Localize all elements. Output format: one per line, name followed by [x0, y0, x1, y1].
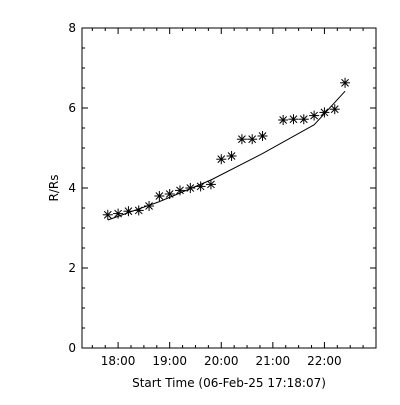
asterisk-stroke — [341, 78, 349, 87]
data-point — [288, 114, 299, 125]
asterisk-stroke — [155, 192, 164, 200]
data-point — [216, 154, 227, 165]
asterisk-stroke — [299, 115, 308, 124]
series-layer — [102, 77, 351, 221]
data-point — [236, 134, 247, 145]
fit-line — [107, 90, 346, 221]
data-point — [102, 209, 113, 220]
data-point — [113, 208, 124, 219]
data-point — [309, 110, 320, 121]
data-point — [133, 205, 144, 216]
asterisk-stroke — [114, 209, 122, 218]
x-tick-label: 21:00 — [256, 354, 291, 368]
asterisk-stroke — [217, 155, 226, 164]
asterisk-stroke — [186, 184, 195, 192]
data-point — [195, 181, 206, 192]
x-tick-label: 19:00 — [152, 354, 187, 368]
y-tick-label: 6 — [68, 101, 76, 115]
data-point — [185, 183, 196, 193]
data-point — [257, 131, 268, 141]
asterisk-stroke — [289, 115, 298, 124]
x-tick-label: 22:00 — [307, 354, 342, 368]
ticks-layer: 18:00 19:00 20:00 21:00 22:00 0 2 4 6 8 — [68, 21, 376, 368]
plot-frame — [81, 27, 377, 349]
data-point — [226, 151, 237, 161]
y-tick-label: 0 — [68, 341, 76, 355]
asterisk-stroke — [330, 105, 339, 114]
data-point — [164, 189, 175, 199]
asterisk-stroke — [145, 202, 153, 210]
data-point — [329, 104, 340, 115]
asterisk-stroke — [227, 152, 236, 160]
data-point — [247, 134, 258, 145]
data-point — [175, 185, 185, 196]
asterisk-stroke — [310, 111, 318, 120]
data-point — [278, 115, 289, 125]
y-tick-label: 2 — [68, 261, 76, 275]
x-tick-label: 20:00 — [204, 354, 239, 368]
asterisk-stroke — [124, 207, 133, 216]
y-tick-label: 8 — [68, 21, 76, 35]
x-axis-label: Start Time (06-Feb-25 17:18:07) — [132, 376, 326, 390]
data-point — [319, 107, 330, 118]
asterisk-stroke — [134, 206, 143, 215]
asterisk-stroke — [238, 135, 246, 144]
asterisk-stroke — [196, 182, 205, 191]
y-tick-label: 4 — [68, 181, 76, 195]
data-point — [123, 206, 134, 217]
y-axis-label: R/Rs — [47, 175, 61, 202]
asterisk-stroke — [258, 132, 267, 140]
asterisk-stroke — [320, 108, 329, 117]
asterisk-stroke — [248, 135, 257, 144]
asterisk-stroke — [279, 116, 288, 124]
asterisk-stroke — [176, 186, 184, 195]
asterisk-stroke — [103, 210, 112, 219]
asterisk-stroke — [207, 180, 215, 189]
data-point — [340, 77, 351, 88]
x-tick-label: 18:00 — [101, 354, 136, 368]
data-point — [205, 179, 216, 190]
asterisk-stroke — [165, 190, 174, 198]
data-point — [154, 191, 165, 201]
data-point — [144, 201, 155, 211]
data-point — [298, 114, 309, 125]
